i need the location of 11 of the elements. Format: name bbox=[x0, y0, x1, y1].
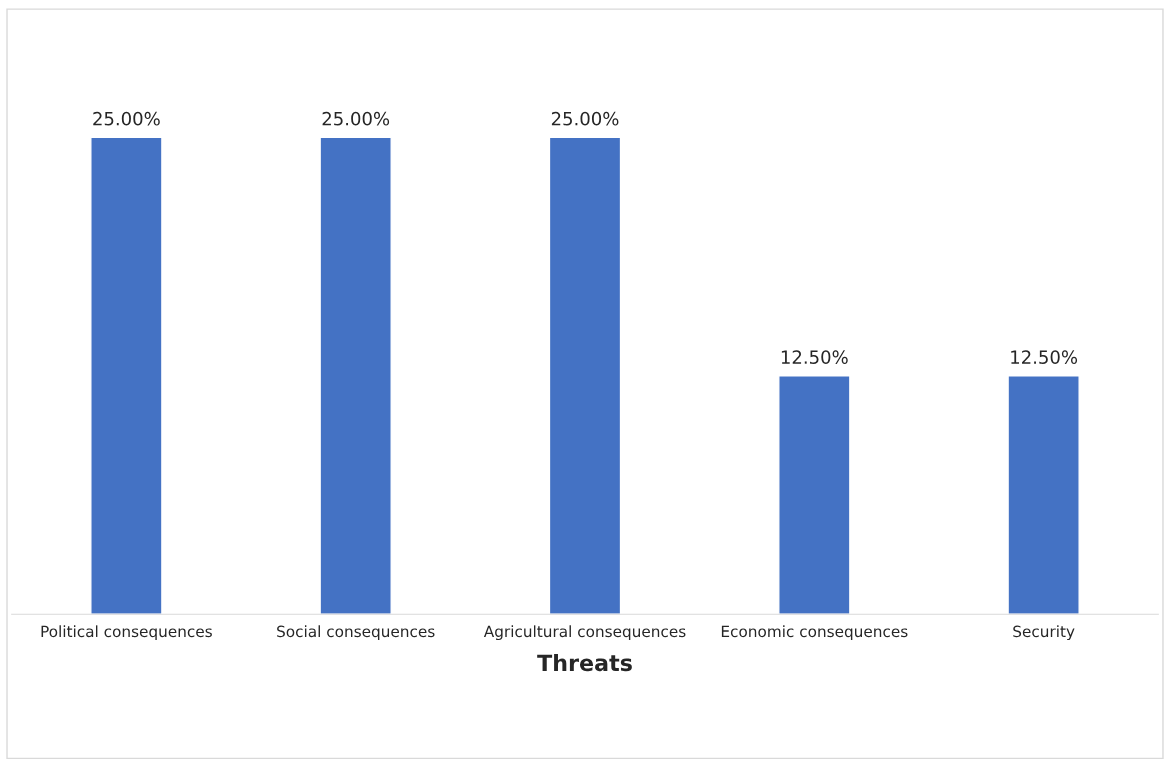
x-axis-title: Threats bbox=[537, 654, 632, 672]
data-label: 12.50% bbox=[1011, 350, 1078, 364]
data-label: 12.50% bbox=[781, 350, 848, 364]
data-label: 25.00% bbox=[93, 111, 160, 126]
data-label: 25.00% bbox=[551, 111, 619, 126]
x-tick-label: Social consequences bbox=[277, 625, 435, 641]
x-tick-label: Security bbox=[1013, 625, 1075, 641]
data-label: 25.00% bbox=[322, 111, 390, 126]
x-tick-label: Economic consequences bbox=[721, 625, 908, 641]
x-tick-label: Agricultural consequences bbox=[483, 625, 686, 641]
x-tick-label: Political consequences bbox=[41, 625, 212, 641]
